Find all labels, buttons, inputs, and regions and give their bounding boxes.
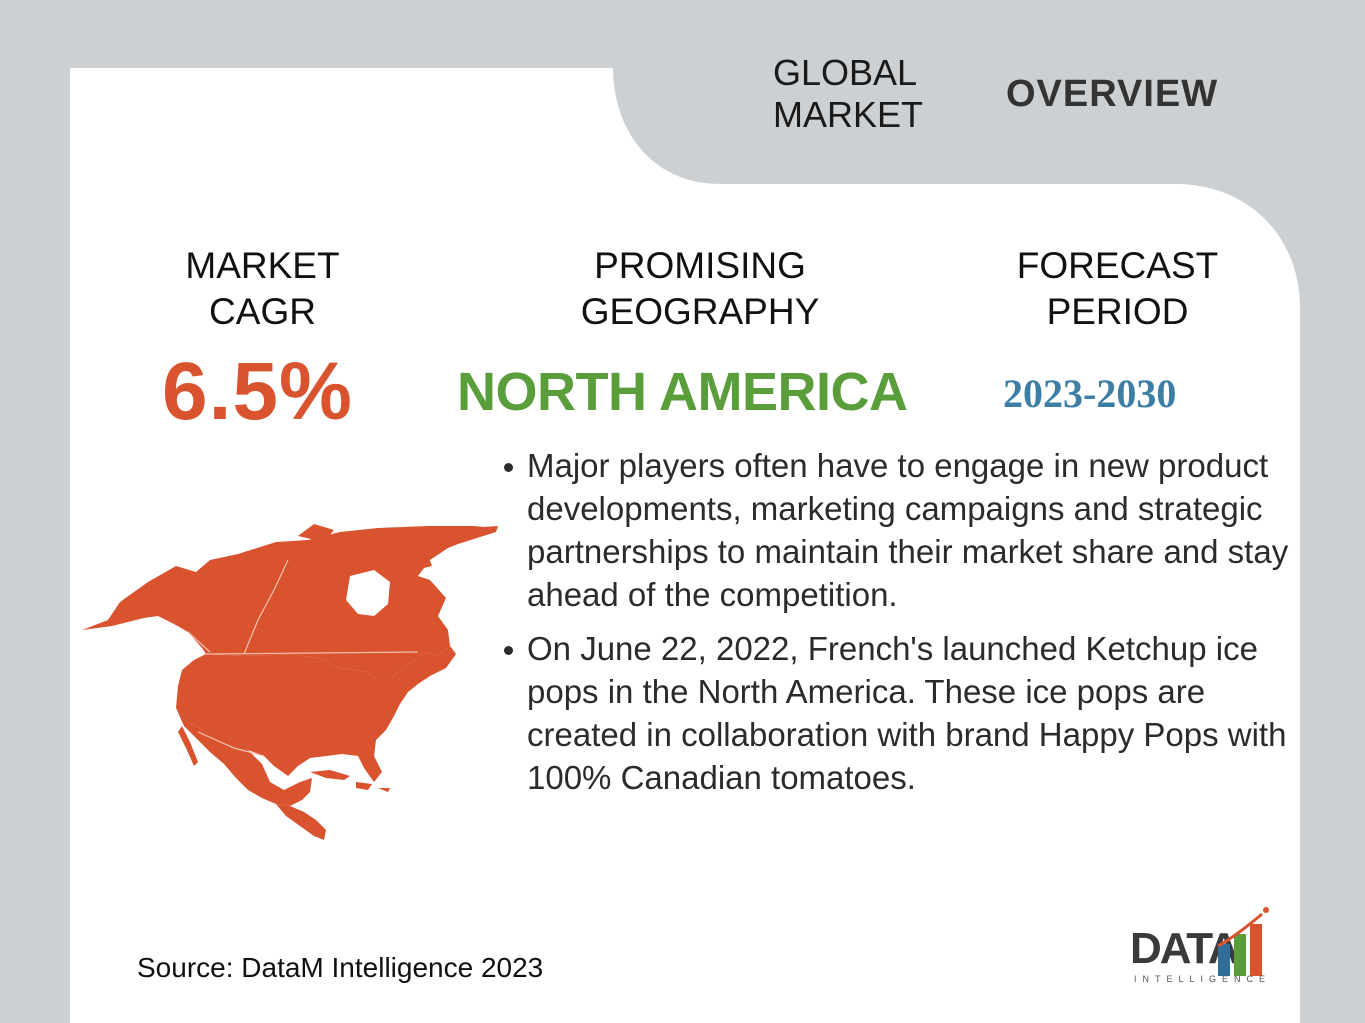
forecast-label-line2: PERIOD	[1046, 291, 1189, 332]
header-overview: OVERVIEW	[1006, 73, 1219, 115]
bullet-dot-icon	[504, 646, 513, 655]
geography-label-line2: GEOGRAPHY	[580, 291, 820, 332]
logo-subtitle: INTELLIGENCE	[1134, 974, 1272, 984]
overview-card	[70, 68, 1300, 1023]
geography-label-line1: PROMISING	[594, 245, 806, 286]
bullet-item: Major players often have to engage in ne…	[500, 444, 1290, 616]
forecast-value: 2023-2030	[1003, 371, 1177, 416]
header-title-line2: MARKET	[773, 94, 924, 135]
cagr-label-line1: MARKET	[185, 245, 340, 286]
bar-chart-logo-icon	[1217, 907, 1269, 976]
bullet-item: On June 22, 2022, French's launched Ketc…	[500, 627, 1290, 799]
cagr-label: MARKET CAGR	[140, 243, 385, 335]
forecast-label: FORECAST PERIOD	[990, 243, 1245, 335]
card-background	[70, 68, 1300, 1023]
bullet-list: Major players often have to engage in ne…	[500, 444, 1290, 810]
forecast-label-line1: FORECAST	[1016, 245, 1219, 286]
geography-label: PROMISING GEOGRAPHY	[540, 243, 860, 335]
bullet-text: Major players often have to engage in ne…	[527, 447, 1289, 613]
north-america-map-icon	[82, 524, 498, 840]
cagr-value: 6.5%	[162, 346, 353, 437]
bullet-text: On June 22, 2022, French's launched Ketc…	[527, 630, 1287, 796]
cagr-label-line2: CAGR	[209, 291, 316, 332]
header-title: GLOBAL MARKET	[773, 52, 933, 136]
header-title-line1: GLOBAL	[773, 52, 918, 93]
datam-logo: DATA INTELLIGENCE	[1128, 906, 1273, 986]
geography-value: NORTH AMERICA	[457, 362, 908, 422]
source-note: Source: DataM Intelligence 2023	[137, 952, 544, 983]
bullet-dot-icon	[504, 463, 513, 472]
